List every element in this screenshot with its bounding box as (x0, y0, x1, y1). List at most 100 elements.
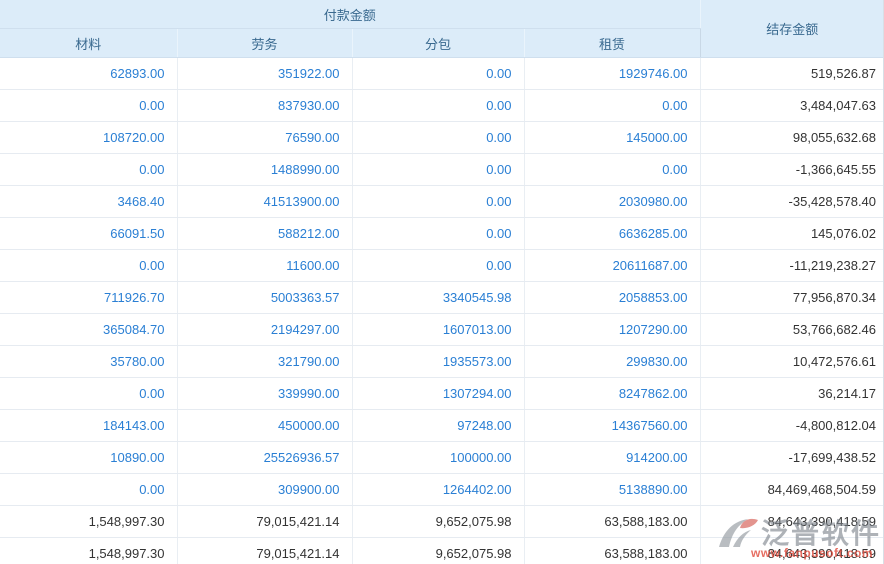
payment-amount-cell[interactable]: 2194297.00 (177, 313, 353, 346)
balance-amount-cell: 145,076.02 (700, 217, 883, 250)
total-cell: 79,015,421.14 (177, 537, 353, 564)
payment-amount-cell[interactable]: 351922.00 (177, 57, 353, 90)
total-cell: 1,548,997.30 (0, 537, 178, 564)
column-header-1: 劳务 (177, 28, 353, 58)
payment-amount-cell[interactable]: 914200.00 (524, 441, 701, 474)
payment-amount-cell[interactable]: 6636285.00 (524, 217, 701, 250)
payment-amount-cell[interactable]: 14367560.00 (524, 409, 701, 442)
payment-amount-cell[interactable]: 339990.00 (177, 377, 353, 410)
payment-amount-cell[interactable]: 108720.00 (0, 121, 178, 154)
total-cell: 84,643,390,418.59 (700, 537, 883, 564)
payment-amount-cell[interactable]: 299830.00 (524, 345, 701, 378)
payment-amount-cell[interactable]: 10890.00 (0, 441, 178, 474)
payment-amount-cell[interactable]: 20611687.00 (524, 249, 701, 282)
balance-amount-cell: 10,472,576.61 (700, 345, 883, 378)
payment-amount-cell[interactable]: 450000.00 (177, 409, 353, 442)
payment-amount-cell[interactable]: 5003363.57 (177, 281, 353, 314)
payment-amount-cell[interactable]: 588212.00 (177, 217, 353, 250)
table-row: 0.00 11600.00 0.00 20611687.00 -11,219,238.2… (0, 249, 883, 282)
payment-amount-cell[interactable]: 25526936.57 (177, 441, 353, 474)
payment-amount-cell[interactable]: 309900.00 (177, 473, 353, 506)
payment-amount-cell[interactable]: 0.00 (352, 153, 525, 186)
balance-amount-cell: 98,055,632.68 (700, 121, 883, 154)
payment-amount-cell[interactable]: 0.00 (0, 249, 178, 282)
payment-amount-cell[interactable]: 1264402.00 (352, 473, 525, 506)
table-row: 365084.70 2194297.00 1607013.00 1207290.00 5… (0, 313, 883, 346)
balance-amount-cell: -17,699,438.52 (700, 441, 883, 474)
column-header-0: 材料 (0, 28, 178, 58)
table-row: 0.00 339990.00 1307294.00 8247862.00 36,214.… (0, 377, 883, 410)
table-row: 10890.00 25526936.57 100000.00 914200.00 -17… (0, 441, 883, 474)
table-header: 付款金额 结存金额 材料 劳务 分包 租赁 (0, 0, 883, 58)
payment-amount-cell[interactable]: 97248.00 (352, 409, 525, 442)
payment-amount-cell[interactable]: 2030980.00 (524, 185, 701, 218)
payment-amount-cell[interactable]: 321790.00 (177, 345, 353, 378)
payment-amount-cell[interactable]: 2058853.00 (524, 281, 701, 314)
payment-amount-cell[interactable]: 76590.00 (177, 121, 353, 154)
table-row: 0.00 309900.00 1264402.00 5138890.00 84,469,… (0, 473, 883, 506)
payment-amount-cell[interactable]: 3468.40 (0, 185, 178, 218)
total-cell: 1,548,997.30 (0, 505, 178, 538)
balance-amount-cell: 3,484,047.63 (700, 89, 883, 122)
payment-amount-cell[interactable]: 11600.00 (177, 249, 353, 282)
payment-amount-cell[interactable]: 62893.00 (0, 57, 178, 90)
payment-amount-cell[interactable]: 0.00 (0, 473, 178, 506)
payment-amount-cell[interactable]: 0.00 (0, 377, 178, 410)
balance-amount-cell: 519,526.87 (700, 57, 883, 90)
total-row: 1,548,997.30 79,015,421.14 9,652,075.98 63,… (0, 537, 883, 564)
total-cell: 63,588,183.00 (524, 537, 701, 564)
table-row: 0.00 837930.00 0.00 0.00 3,484,047.63 (0, 89, 883, 122)
payment-amount-cell[interactable]: 184143.00 (0, 409, 178, 442)
balance-amount-cell: 84,469,468,504.59 (700, 473, 883, 506)
balance-amount-cell: 77,956,870.34 (700, 281, 883, 314)
payment-amount-cell[interactable]: 3340545.98 (352, 281, 525, 314)
table-row: 108720.00 76590.00 0.00 145000.00 98,055,632… (0, 121, 883, 154)
table-row: 184143.00 450000.00 97248.00 14367560.00 -4,… (0, 409, 883, 442)
payment-amount-cell[interactable]: 1307294.00 (352, 377, 525, 410)
payment-amount-cell[interactable]: 1488990.00 (177, 153, 353, 186)
payment-amount-cell[interactable]: 0.00 (524, 153, 701, 186)
payment-amount-group-header: 付款金额 (0, 0, 701, 29)
table-row: 3468.40 41513900.00 0.00 2030980.00 -35,428,… (0, 185, 883, 218)
payment-amount-cell[interactable]: 0.00 (352, 217, 525, 250)
table-body: 62893.00 351922.00 0.00 1929746.00 519,526.8… (0, 57, 883, 564)
payment-amount-cell[interactable]: 0.00 (0, 153, 178, 186)
total-cell: 9,652,075.98 (352, 537, 525, 564)
payment-amount-cell[interactable]: 0.00 (352, 89, 525, 122)
payment-amount-cell[interactable]: 0.00 (0, 89, 178, 122)
balance-amount-cell: -1,366,645.55 (700, 153, 883, 186)
payment-amount-cell[interactable]: 5138890.00 (524, 473, 701, 506)
payment-amount-cell[interactable]: 0.00 (352, 57, 525, 90)
balance-amount-cell: -11,219,238.27 (700, 249, 883, 282)
payment-amount-cell[interactable]: 0.00 (352, 121, 525, 154)
total-cell: 9,652,075.98 (352, 505, 525, 538)
payment-amount-cell[interactable]: 0.00 (352, 249, 525, 282)
payment-amount-cell[interactable]: 1935573.00 (352, 345, 525, 378)
payment-amount-cell[interactable]: 1929746.00 (524, 57, 701, 90)
payment-amount-cell[interactable]: 8247862.00 (524, 377, 701, 410)
table-row: 62893.00 351922.00 0.00 1929746.00 519,526.8… (0, 57, 883, 90)
balance-amount-header: 结存金额 (699, 0, 883, 58)
payment-amount-cell[interactable]: 1207290.00 (524, 313, 701, 346)
total-row: 1,548,997.30 79,015,421.14 9,652,075.98 63,… (0, 505, 883, 538)
balance-amount-cell: 53,766,682.46 (700, 313, 883, 346)
sub-header-row: 材料 劳务 分包 租赁 (0, 28, 883, 58)
payment-amount-cell[interactable]: 35780.00 (0, 345, 178, 378)
payment-amount-cell[interactable]: 145000.00 (524, 121, 701, 154)
payment-amount-cell[interactable]: 0.00 (352, 185, 525, 218)
table-row: 711926.70 5003363.57 3340545.98 2058853.00 7… (0, 281, 883, 314)
payment-amount-cell[interactable]: 41513900.00 (177, 185, 353, 218)
payment-amount-cell[interactable]: 1607013.00 (352, 313, 525, 346)
payment-amount-cell[interactable]: 365084.70 (0, 313, 178, 346)
payment-amount-cell[interactable]: 100000.00 (352, 441, 525, 474)
payment-amount-cell[interactable]: 837930.00 (177, 89, 353, 122)
table-row: 0.00 1488990.00 0.00 0.00 -1,366,645.55 (0, 153, 883, 186)
payment-amount-cell[interactable]: 0.00 (524, 89, 701, 122)
total-cell: 63,588,183.00 (524, 505, 701, 538)
table-row: 35780.00 321790.00 1935573.00 299830.00 10,4… (0, 345, 883, 378)
balance-amount-cell: -35,428,578.40 (700, 185, 883, 218)
payment-amount-cell[interactable]: 711926.70 (0, 281, 178, 314)
payment-amount-cell[interactable]: 66091.50 (0, 217, 178, 250)
